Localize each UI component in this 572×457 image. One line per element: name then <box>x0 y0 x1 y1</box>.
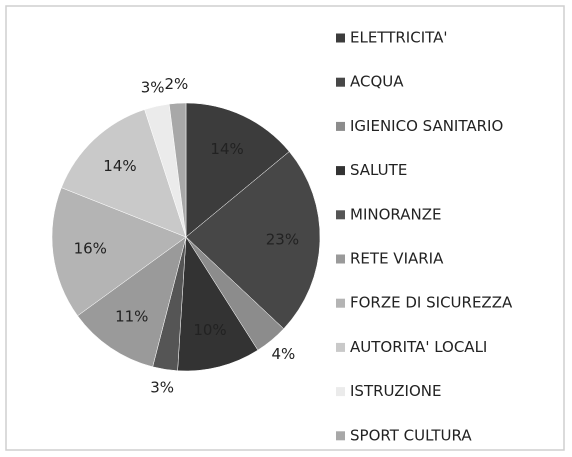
pie-slice <box>185 102 290 238</box>
legend-label: SALUTE <box>350 161 407 179</box>
pie-slice <box>168 102 187 238</box>
slice-label: 3% <box>141 78 165 96</box>
slice-label: 16% <box>74 240 107 258</box>
legend-label: FORZE DI SICUREZZA <box>350 294 513 312</box>
legend-swatch <box>336 431 345 441</box>
pie-slice <box>185 151 321 330</box>
legend-label: AUTORITA' LOCALI <box>350 338 487 356</box>
pie-slice <box>177 236 259 372</box>
legend-swatch <box>336 33 345 43</box>
legend-label: RETE VIARIA <box>350 250 444 268</box>
slice-label: 10% <box>193 321 226 339</box>
legend-swatch <box>336 342 345 352</box>
legend-label: ELETTRICITA' <box>350 29 448 47</box>
legend-swatch <box>336 254 345 264</box>
slice-label: 4% <box>271 345 295 363</box>
legend-swatch <box>336 298 345 308</box>
pie-slice <box>51 187 187 317</box>
legend-label: ACQUA <box>350 73 404 91</box>
legend-label: MINORANZE <box>350 205 441 223</box>
slice-label: 11% <box>115 307 148 325</box>
slice-label: 14% <box>210 140 243 158</box>
legend-swatch <box>336 166 345 176</box>
legend-swatch <box>336 77 345 87</box>
slice-label: 2% <box>165 75 189 93</box>
slice-label: 23% <box>266 231 299 249</box>
pie-slice <box>77 236 187 368</box>
slice-label: 3% <box>150 378 174 396</box>
legend-swatch <box>336 210 345 220</box>
legend-label: SPORT CULTURA <box>350 426 472 444</box>
legend-swatch <box>336 387 345 397</box>
legend-label: IGIENICO SANITARIO <box>350 117 503 135</box>
legend-label: ISTRUZIONE <box>350 382 441 400</box>
slice-label: 14% <box>103 157 136 175</box>
legend-swatch <box>336 121 345 131</box>
